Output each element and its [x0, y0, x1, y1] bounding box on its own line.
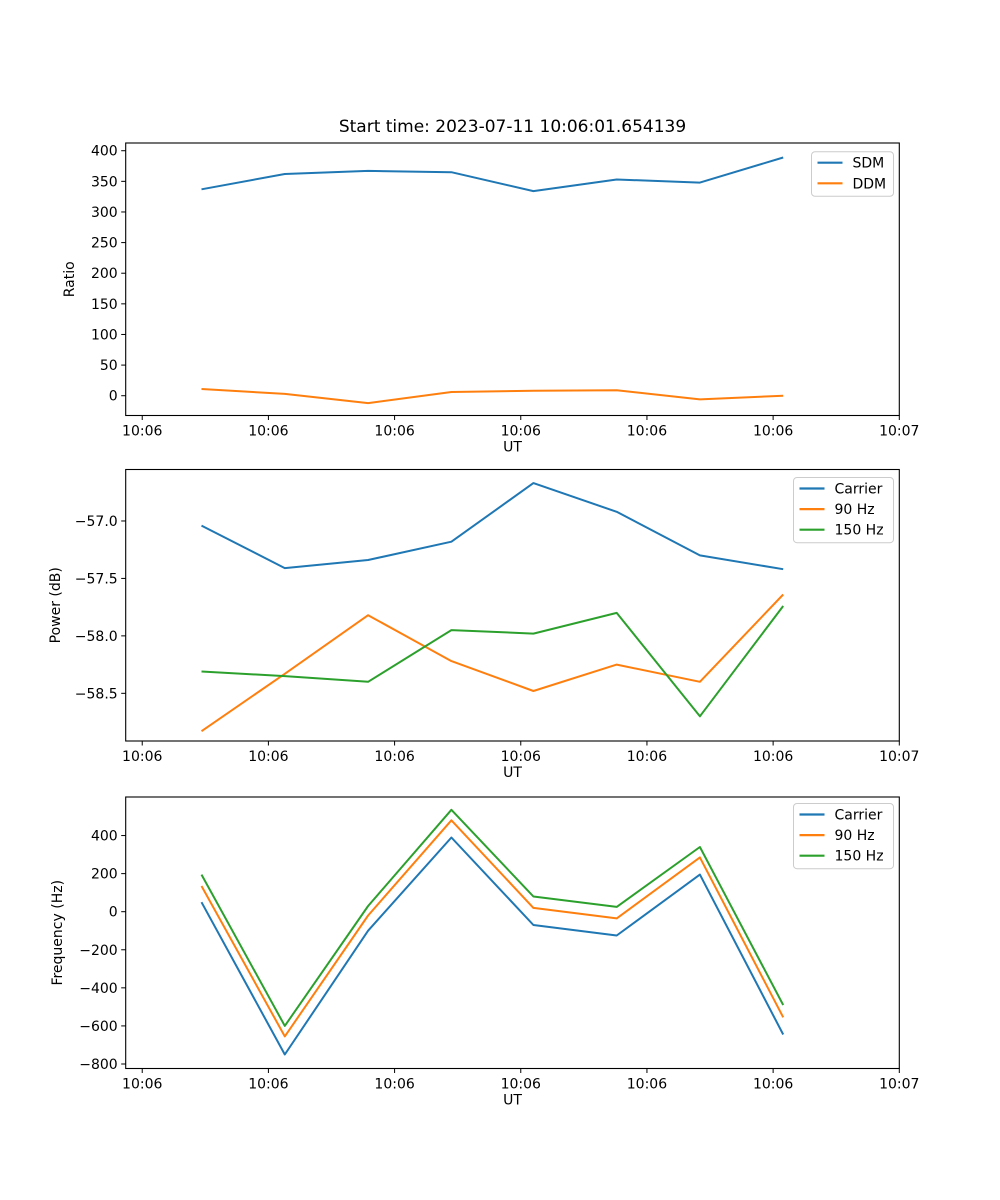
y-tick-label: −58.0 [75, 629, 118, 645]
x-tick-label: 10:06 [248, 749, 288, 765]
y-tick-label: 200 [91, 266, 118, 282]
x-tick-label: 10:07 [879, 424, 919, 440]
series-line-150-hz [201, 605, 784, 718]
legend-label: 90 Hz [835, 502, 875, 518]
y-tick-label: −200 [79, 943, 117, 959]
legend-label: Carrier [835, 808, 883, 824]
series-line-150-hz [200, 808, 785, 1027]
y-tick-label: 50 [100, 358, 118, 374]
x-tick-label: 10:06 [374, 749, 414, 765]
y-tick-label: 400 [91, 144, 118, 160]
x-tick-label: 10:06 [248, 424, 288, 440]
y-tick-label: 350 [91, 174, 118, 190]
x-tick-label: 10:06 [122, 749, 162, 765]
x-tick-label: 10:06 [753, 424, 793, 440]
legend: Carrier 90 Hz 150 Hz [793, 803, 894, 870]
x-axis-label: UT [503, 440, 522, 456]
subplot-power: 10:06 10:06 10:06 10:06 10:06 10:06 10:07 −57.0… [48, 468, 919, 781]
y-tick-label: 0 [109, 905, 118, 921]
x-tick-label: 10:06 [122, 1077, 162, 1093]
x-tick-label: 10:06 [248, 1077, 288, 1093]
legend-label: DDM [853, 176, 887, 192]
charts-group: 10:06 10:06 10:06 10:06 10:06 10:06 10:07 0 50 10… [48, 142, 919, 1109]
legend-label: 150 Hz [835, 849, 884, 865]
y-tick-label: 200 [91, 867, 118, 883]
legend-label: SDM [853, 156, 885, 172]
series-line-90-hz [200, 593, 784, 733]
x-tick-label: 10:06 [753, 1077, 793, 1093]
y-tick-label: 150 [91, 297, 118, 313]
legend: SDM DDM [811, 151, 894, 197]
y-tick-label: 0 [109, 389, 118, 405]
y-tick-label: −800 [79, 1057, 117, 1073]
x-axis-label: UT [503, 765, 522, 781]
x-tick-label: 10:06 [627, 749, 667, 765]
x-tick-label: 10:06 [501, 749, 541, 765]
x-axis-label: UT [503, 1093, 522, 1109]
y-tick-label: 250 [91, 236, 118, 252]
y-axis-label: Ratio [62, 261, 78, 297]
y-tick-label: −400 [79, 981, 117, 997]
subplot-ratio: 10:06 10:06 10:06 10:06 10:06 10:06 10:07 0 50 10… [62, 142, 919, 456]
y-tick-label: 300 [91, 205, 118, 221]
legend: Carrier 90 Hz 150 Hz [793, 477, 894, 544]
x-tick-label: 10:06 [627, 1077, 667, 1093]
y-tick-label: −57.0 [75, 514, 118, 530]
series-line-sdm [201, 156, 784, 193]
series-line-carrier [200, 836, 785, 1056]
series-line-90-hz [200, 819, 785, 1038]
axes-frame [125, 142, 900, 417]
subplot-frequency: 10:06 10:06 10:06 10:06 10:06 10:06 10:07 400 20… [50, 796, 919, 1109]
legend-label: 150 Hz [835, 523, 884, 539]
y-tick-label: −58.5 [75, 686, 118, 702]
legend-box [793, 477, 894, 544]
series-line-ddm [201, 388, 784, 405]
x-tick-label: 10:06 [501, 1077, 541, 1093]
figure-title: Start time: 2023-07-11 10:06:01.654139 [339, 117, 686, 137]
x-tick-label: 10:06 [374, 424, 414, 440]
x-tick-label: 10:07 [879, 749, 919, 765]
legend-label: Carrier [835, 482, 883, 498]
x-tick-label: 10:06 [122, 424, 162, 440]
axes-frame [125, 468, 900, 742]
legend-label: 90 Hz [835, 828, 875, 844]
x-tick-label: 10:06 [627, 424, 667, 440]
x-tick-label: 10:06 [374, 1077, 414, 1093]
legend-box [793, 803, 894, 870]
x-tick-label: 10:07 [879, 1077, 919, 1093]
y-tick-label: 400 [91, 829, 118, 845]
series-line-carrier [201, 482, 784, 571]
y-axis-label: Frequency (Hz) [50, 880, 66, 986]
x-tick-label: 10:06 [501, 424, 541, 440]
y-tick-label: −57.5 [75, 571, 118, 587]
y-axis-label: Power (dB) [48, 567, 64, 643]
axes-frame [125, 796, 900, 1070]
y-tick-label: 100 [91, 327, 118, 343]
x-tick-label: 10:06 [753, 749, 793, 765]
y-tick-label: −600 [79, 1019, 117, 1035]
